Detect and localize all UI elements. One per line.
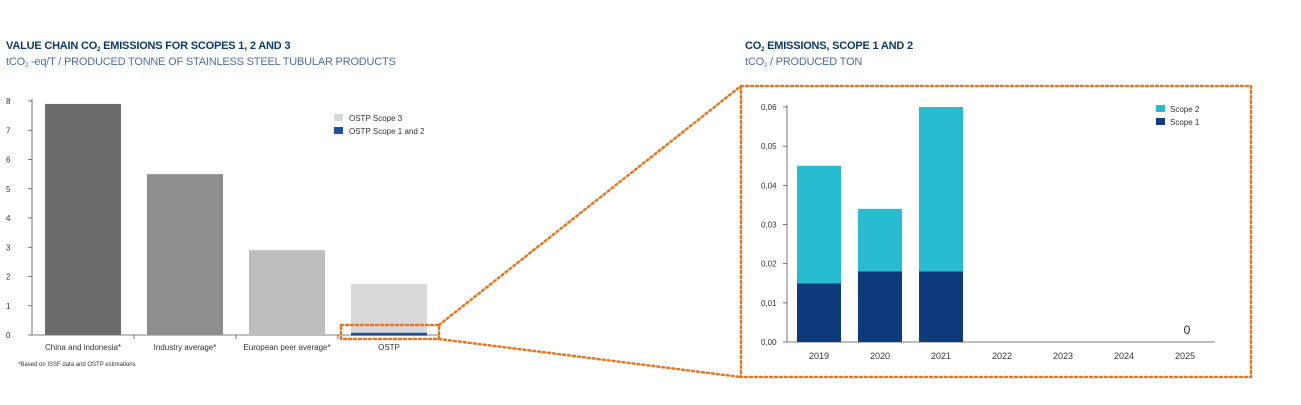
right-legend-swatch <box>1156 118 1165 125</box>
right-annotation-zero: 0 <box>1184 323 1191 337</box>
right-bar-2021-scope-2 <box>919 107 963 272</box>
left-bar-2 <box>249 250 325 335</box>
left-x-tick-label: European peer average* <box>243 343 330 352</box>
right-x-tick-label: 2024 <box>1114 351 1134 361</box>
right-subtitle-main: tCO <box>745 56 764 68</box>
right-chart-title: CO2 EMISSIONS, SCOPE 1 AND 2 <box>745 40 913 53</box>
left-y-tick-label: 5 <box>6 185 11 194</box>
left-y-tick-label: 4 <box>6 214 11 223</box>
zoom-highlight-box <box>339 323 441 341</box>
right-y-tick-label: 0,00 <box>761 338 777 347</box>
right-x-tick-label: 2025 <box>1175 351 1195 361</box>
right-bar-2020-scope-1 <box>858 271 902 342</box>
left-y-tick-label: 3 <box>6 243 11 252</box>
left-y-tick-label: 2 <box>6 273 11 282</box>
left-bar-0 <box>45 103 121 335</box>
right-title-rest: EMISSIONS, SCOPE 1 AND 2 <box>764 40 913 52</box>
left-x-tick-label: OSTP <box>378 343 400 352</box>
left-y-tick-label: 8 <box>6 97 11 106</box>
zoom-frame <box>739 84 1253 379</box>
right-bar-2019-scope-1 <box>797 283 841 342</box>
right-legend-label: Scope 1 <box>1170 118 1200 127</box>
right-bar-2021-scope-1 <box>919 271 963 342</box>
right-x-tick-label: 2022 <box>992 351 1012 361</box>
right-y-tick-label: 0,04 <box>761 181 777 190</box>
right-y-tick-label: 0,02 <box>761 260 777 269</box>
left-chart-subtitle: tCO2 -eq/T / PRODUCED TONNE OF STAINLESS… <box>6 56 396 69</box>
right-title-main: CO <box>745 40 762 52</box>
left-subtitle-main: tCO <box>6 56 25 68</box>
right-subtitle-sub: 2 <box>763 63 768 69</box>
left-subtitle-sub: 2 <box>24 63 29 69</box>
left-x-tick-label: Industry average* <box>154 343 217 352</box>
left-legend-label: OSTP Scope 1 and 2 <box>349 127 425 136</box>
right-x-tick-label: 2021 <box>931 351 951 361</box>
left-bar-ostp-0 <box>351 332 427 336</box>
left-y-tick-label: 1 <box>6 302 11 311</box>
left-chart-footnote: *Based on ISSF data and OSTP estimations <box>18 362 136 368</box>
right-subtitle-rest: / PRODUCED TON <box>767 56 863 68</box>
left-title-sub: 2 <box>97 47 101 53</box>
zoom-connector-top <box>437 84 743 327</box>
left-title-rest: EMISSIONS FOR SCOPES 1, 2 AND 3 <box>100 40 291 52</box>
left-chart-title: VALUE CHAIN CO2 EMISSIONS FOR SCOPES 1, … <box>6 40 290 53</box>
left-y-tick-label: 7 <box>6 126 11 135</box>
left-bar-1 <box>147 174 223 335</box>
left-legend-swatch <box>334 127 343 134</box>
right-legend-swatch <box>1156 105 1165 112</box>
right-x-tick-label: 2020 <box>870 351 890 361</box>
zoom-connector-bottom <box>437 337 743 379</box>
left-x-tick-label: China and indonesia* <box>45 343 121 352</box>
right-title-sub: 2 <box>761 47 765 53</box>
right-chart-subtitle: tCO2 / PRODUCED TON <box>745 56 862 69</box>
left-legend-label: OSTP Scope 3 <box>349 114 403 123</box>
right-x-tick-label: 2019 <box>809 351 829 361</box>
right-bar-2019-scope-2 <box>797 165 841 284</box>
right-y-tick-label: 0,03 <box>761 221 777 230</box>
right-y-tick-label: 0,05 <box>761 142 777 151</box>
left-legend-swatch <box>334 114 343 121</box>
left-title-main: VALUE CHAIN CO <box>6 40 98 52</box>
left-subtitle-rest: -eq/T / PRODUCED TONNE OF STAINLESS STEE… <box>28 56 396 68</box>
left-y-tick-label: 0 <box>6 331 11 340</box>
left-y-tick-label: 6 <box>6 156 11 165</box>
right-x-tick-label: 2023 <box>1053 351 1073 361</box>
right-y-tick-label: 0,06 <box>761 103 777 112</box>
right-y-tick-label: 0,01 <box>761 299 777 308</box>
right-legend-label: Scope 2 <box>1170 105 1200 114</box>
right-bar-2020-scope-2 <box>858 208 902 272</box>
